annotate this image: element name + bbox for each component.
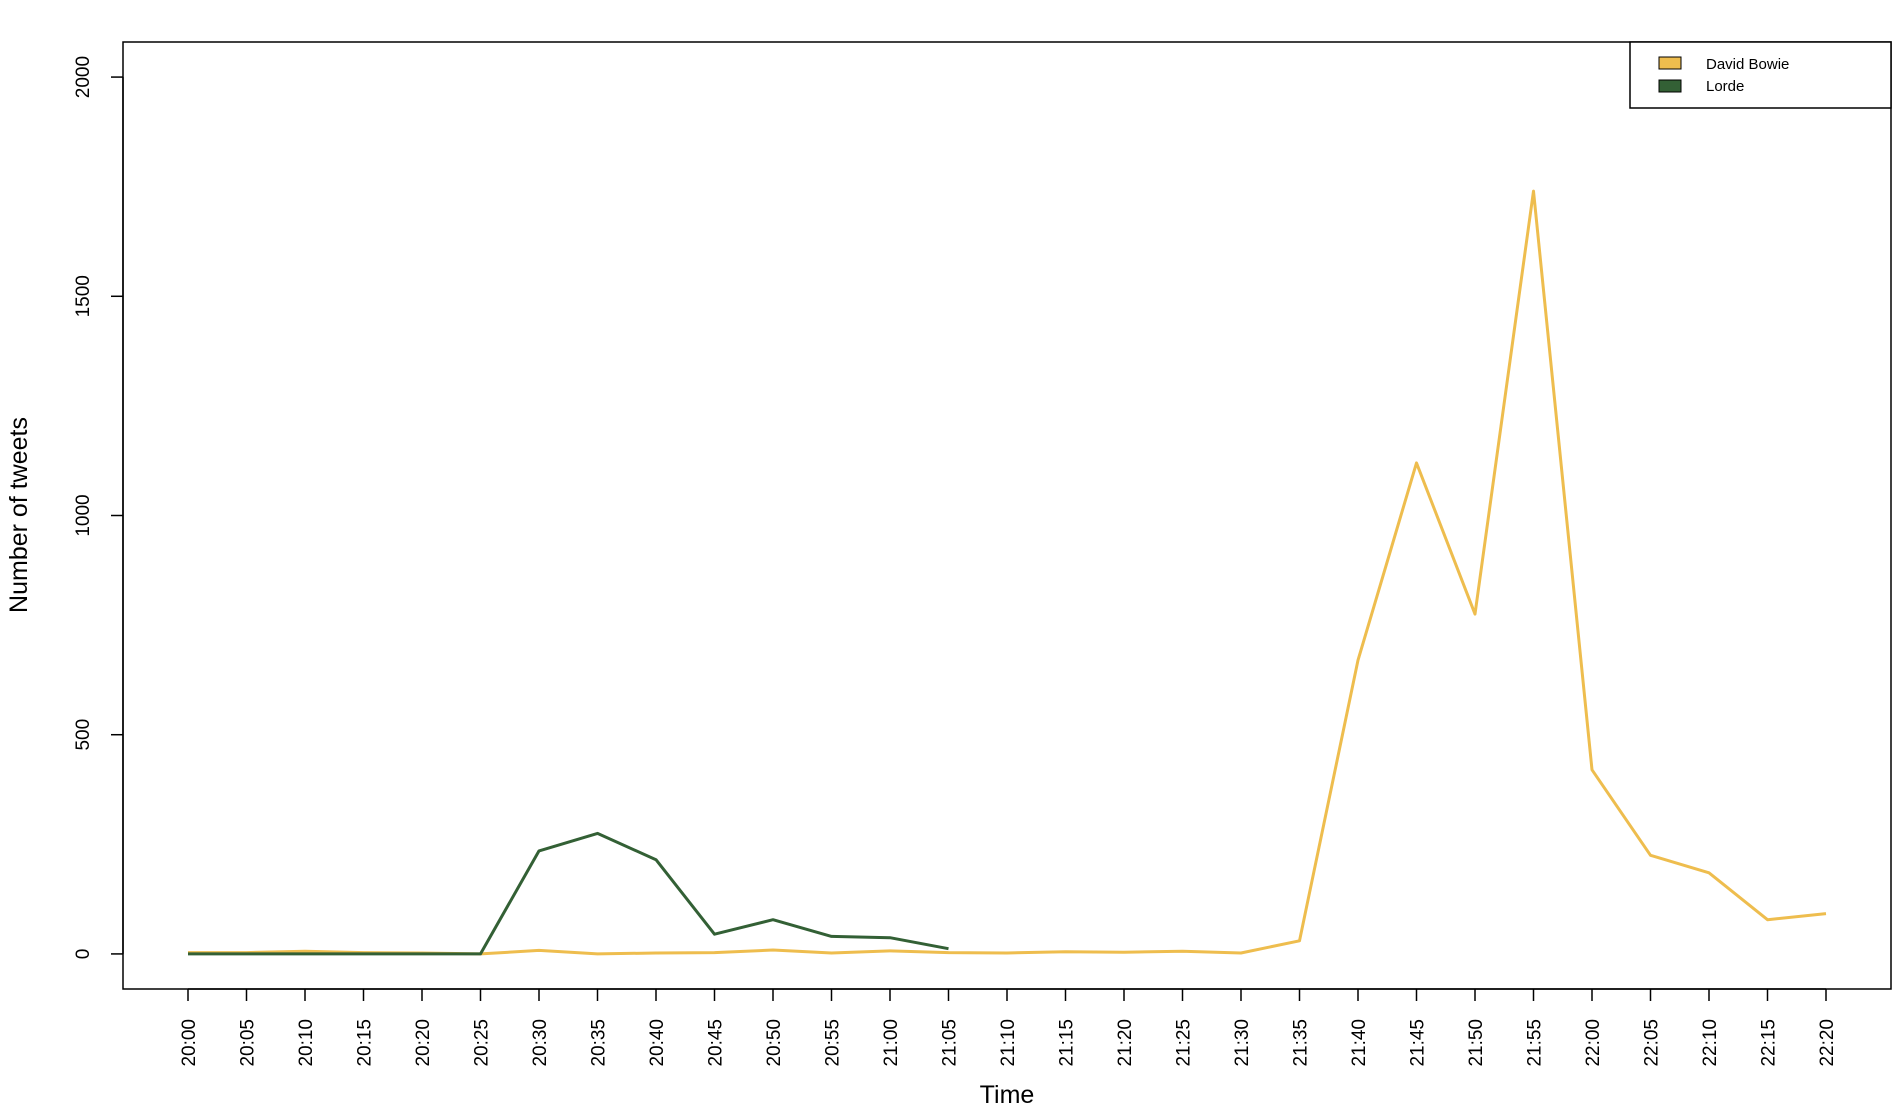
legend: David Bowie Lorde [1629, 41, 1892, 109]
y-tick-label-0: 0 [73, 949, 94, 960]
x-tick-label-20-40: 20:40 [647, 1019, 668, 1067]
y-axis: 0 500 1000 1500 2000 [73, 56, 124, 960]
legend-label-david-bowie: David Bowie [1706, 56, 1789, 73]
y-tick-label-500: 500 [73, 719, 94, 751]
x-tick-label-21-00: 21:00 [881, 1019, 902, 1067]
x-tick-label-20-25: 20:25 [472, 1019, 493, 1067]
x-tick-label-21-50: 21:50 [1466, 1019, 1487, 1067]
x-tick-label-20-30: 20:30 [530, 1019, 551, 1067]
x-tick-label-20-05: 20:05 [238, 1019, 259, 1067]
x-tick-label-21-20: 21:20 [1115, 1019, 1136, 1067]
x-tick-label-22-00: 22:00 [1583, 1019, 1604, 1067]
series-line-lorde [188, 831, 949, 956]
legend-label-lorde: Lorde [1706, 78, 1744, 95]
x-tick-label-20-55: 20:55 [823, 1019, 844, 1067]
x-tick-label-21-45: 21:45 [1408, 1019, 1429, 1067]
legend-swatch-david-bowie [1658, 56, 1682, 70]
x-axis-title: Time [980, 1081, 1035, 1109]
x-tick-label-21-15: 21:15 [1057, 1019, 1078, 1067]
y-axis-title: Number of tweets [5, 417, 33, 613]
y-tick-label-2000: 2000 [73, 56, 94, 98]
legend-box [1629, 41, 1892, 109]
x-tick-label-20-45: 20:45 [706, 1019, 727, 1067]
series-line-david-bowie [188, 189, 1827, 956]
y-tick-label-1500: 1500 [73, 275, 94, 317]
x-tick-label-22-15: 22:15 [1759, 1019, 1780, 1067]
x-axis: 20:00 20:05 20:10 20:15 20:20 20:25 20:30 20:35… [179, 988, 1838, 1067]
y-tick-label-1000: 1000 [73, 494, 94, 536]
x-tick-label-20-50: 20:50 [764, 1019, 785, 1067]
x-tick-label-20-00: 20:00 [179, 1019, 200, 1067]
x-tick-label-20-20: 20:20 [413, 1019, 434, 1067]
x-tick-label-22-05: 22:05 [1642, 1019, 1663, 1067]
x-tick-label-22-20: 22:20 [1817, 1019, 1838, 1067]
series-layer [188, 189, 1827, 956]
x-tick-label-21-55: 21:55 [1525, 1019, 1546, 1067]
x-tick-label-21-05: 21:05 [940, 1019, 961, 1067]
x-tick-label-20-35: 20:35 [589, 1019, 610, 1067]
x-tick-label-21-10: 21:10 [998, 1019, 1019, 1067]
legend-swatch-lorde [1658, 79, 1682, 93]
x-tick-label-22-10: 22:10 [1700, 1019, 1721, 1067]
x-tick-label-21-25: 21:25 [1174, 1019, 1195, 1067]
x-tick-label-21-35: 21:35 [1291, 1019, 1312, 1067]
plot-frame [122, 41, 1892, 990]
x-tick-label-21-40: 21:40 [1349, 1019, 1370, 1067]
x-tick-label-20-10: 20:10 [296, 1019, 317, 1067]
x-tick-label-20-15: 20:15 [355, 1019, 376, 1067]
x-tick-label-21-30: 21:30 [1232, 1019, 1253, 1067]
